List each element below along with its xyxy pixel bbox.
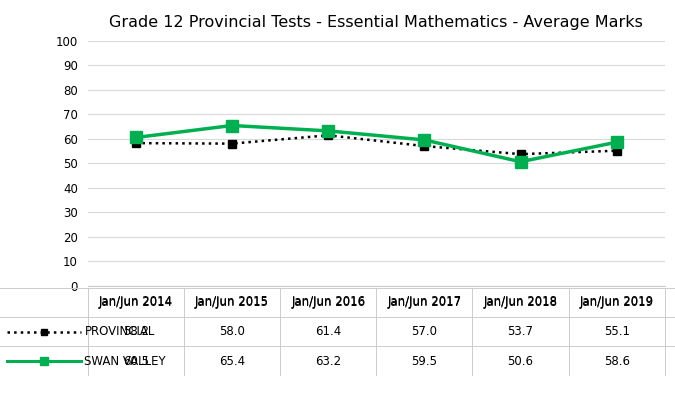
Text: Jan/Jun 2017: Jan/Jun 2017 bbox=[387, 296, 462, 309]
Text: 63.2: 63.2 bbox=[315, 355, 342, 368]
Title: Grade 12 Provincial Tests - Essential Mathematics - Average Marks: Grade 12 Provincial Tests - Essential Ma… bbox=[109, 15, 643, 30]
Text: SWAN VALLEY: SWAN VALLEY bbox=[84, 355, 166, 368]
Text: 61.4: 61.4 bbox=[315, 325, 342, 338]
Text: 58.0: 58.0 bbox=[219, 325, 245, 338]
Text: Jan/Jun 2018: Jan/Jun 2018 bbox=[483, 296, 558, 309]
Text: 59.5: 59.5 bbox=[411, 355, 437, 368]
Text: Jan/Jun 2014: Jan/Jun 2014 bbox=[99, 296, 173, 309]
Text: 57.0: 57.0 bbox=[411, 325, 437, 338]
Text: 65.4: 65.4 bbox=[219, 355, 245, 368]
Text: 50.6: 50.6 bbox=[508, 355, 534, 368]
Text: 53.7: 53.7 bbox=[508, 325, 534, 338]
Text: 58.2: 58.2 bbox=[123, 325, 149, 338]
Text: 60.5: 60.5 bbox=[123, 355, 149, 368]
Text: 55.1: 55.1 bbox=[603, 325, 630, 338]
Text: Jan/Jun 2019: Jan/Jun 2019 bbox=[580, 296, 654, 309]
Text: Jan/Jun 2015: Jan/Jun 2015 bbox=[195, 296, 269, 309]
Text: Jan/Jun 2016: Jan/Jun 2016 bbox=[291, 296, 365, 309]
Text: PROVINCIAL: PROVINCIAL bbox=[84, 325, 155, 338]
Text: 58.6: 58.6 bbox=[603, 355, 630, 368]
